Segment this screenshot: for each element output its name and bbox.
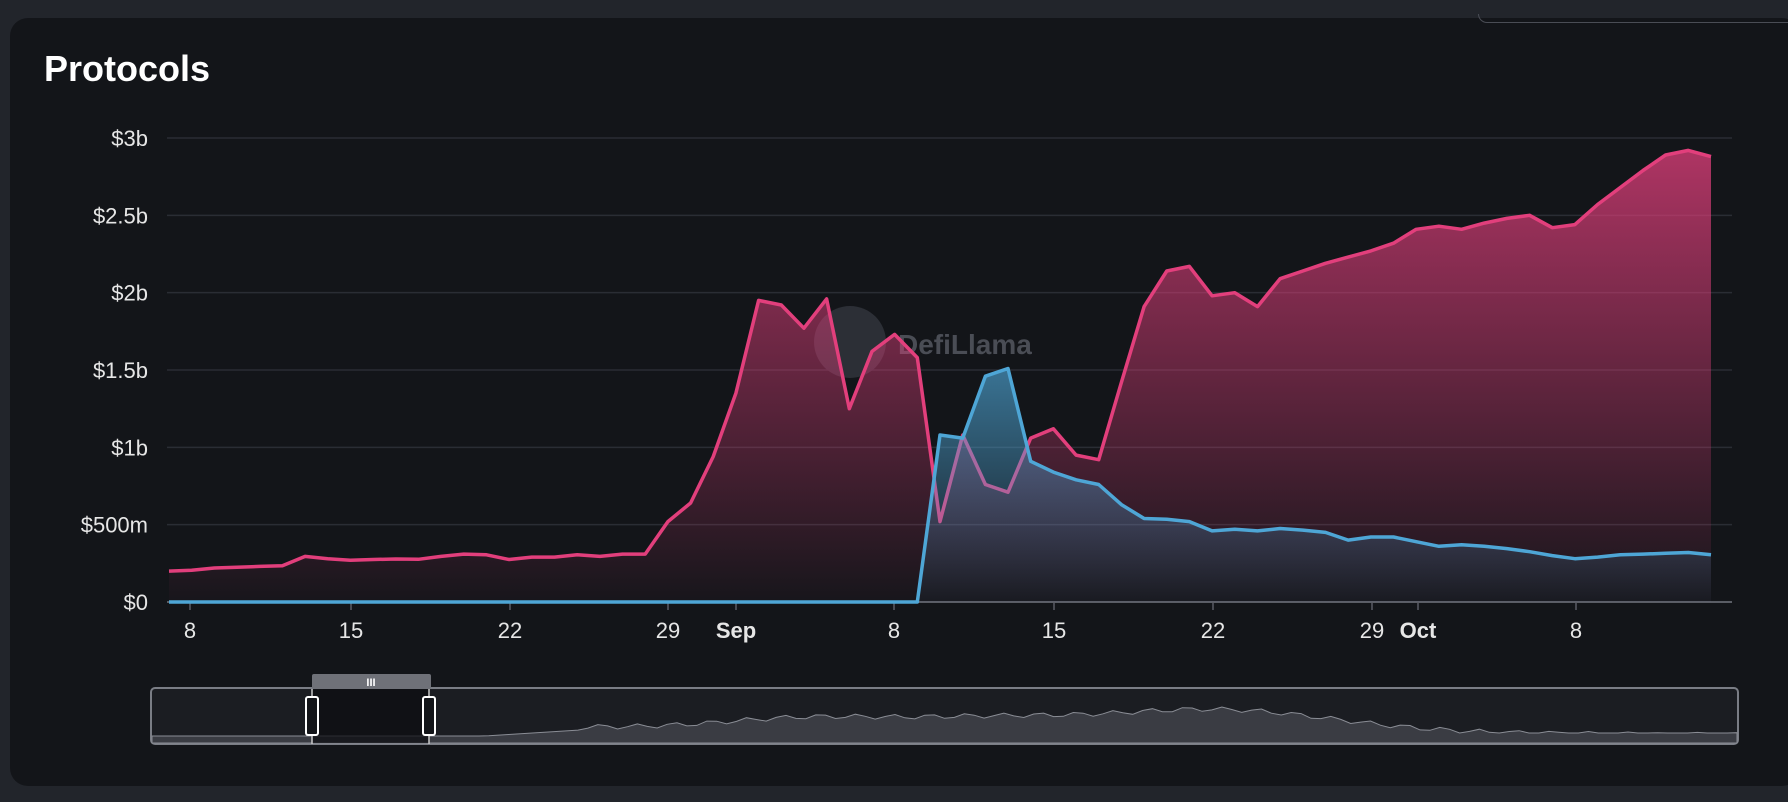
range-selector[interactable]: III [150,674,1739,745]
selected-window[interactable] [312,689,429,743]
range-handle-right[interactable] [422,696,436,736]
x-tick-label: 8 [1570,618,1582,643]
chart-title: Protocols [44,48,211,89]
range-handle-left[interactable] [305,696,319,736]
x-tick-label: 22 [498,618,522,643]
x-tick-label: Oct [1400,618,1437,643]
watermark: DefiLlama [814,306,1032,378]
x-tick-label: 22 [1201,618,1225,643]
x-tick-label: 8 [184,618,196,643]
series-group [168,148,1712,604]
y-tick-label: $0 [124,590,148,615]
y-tick-label: $2.5b [93,203,148,228]
y-tick-label: $1.5b [93,358,148,383]
dropdown-edge[interactable] [1478,14,1788,23]
drag-grip-icon: III [366,677,375,689]
series-line-1 [169,366,1712,604]
y-tick-label: $1b [111,435,148,460]
y-tick-label: $2b [111,281,148,306]
y-tick-label: $500m [81,513,148,538]
x-tick-label: 15 [339,618,363,643]
x-tick-label: Sep [716,618,756,643]
watermark-text: DefiLlama [898,329,1032,360]
x-tick-label: 15 [1042,618,1066,643]
y-tick-label: $3b [111,126,148,151]
series-area-1 [169,368,1711,602]
x-tick-label: 29 [1360,618,1384,643]
x-tick-label: 29 [656,618,680,643]
range-drag-bar[interactable] [312,674,431,689]
y-axis: $0 $500m $1b $1.5b $2b $2.5b $3b [81,126,148,615]
x-tick-label: 8 [888,618,900,643]
x-axis: 8 15 22 29 Sep 8 15 22 29 Oct 8 [184,602,1582,643]
